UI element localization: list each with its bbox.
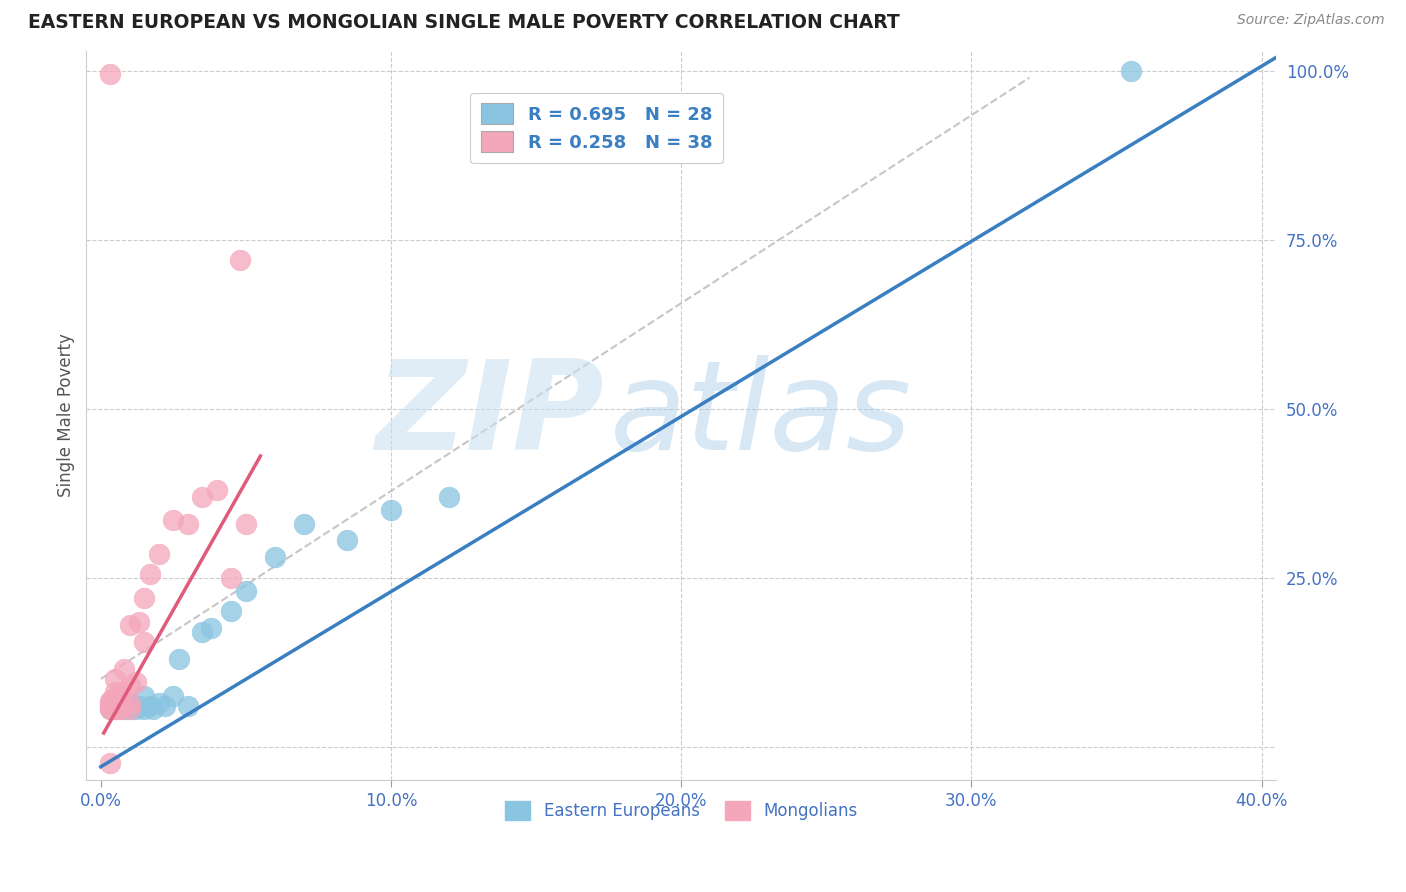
- Text: atlas: atlas: [610, 355, 912, 476]
- Point: [177, 698, 200, 713]
- Point: [110, 698, 132, 713]
- Legend: Eastern Europeans, Mongolians: Eastern Europeans, Mongolians: [499, 794, 863, 827]
- Point: [221, 604, 243, 618]
- Point: [229, 253, 252, 268]
- Point: [104, 698, 127, 713]
- Point: [162, 513, 184, 527]
- Point: [205, 483, 228, 497]
- Point: [148, 696, 170, 710]
- Point: [112, 702, 135, 716]
- Point: [235, 584, 257, 599]
- Point: [264, 550, 287, 565]
- Point: [162, 689, 184, 703]
- Point: [98, 700, 121, 714]
- Point: [110, 696, 132, 710]
- Point: [191, 490, 214, 504]
- Point: [118, 618, 141, 632]
- Point: [112, 662, 135, 676]
- Point: [235, 516, 257, 531]
- Point: [98, 67, 121, 81]
- Point: [104, 685, 127, 699]
- Point: [112, 698, 135, 713]
- Y-axis label: Single Male Poverty: Single Male Poverty: [58, 334, 75, 498]
- Point: [98, 702, 121, 716]
- Point: [142, 702, 165, 716]
- Point: [1119, 64, 1142, 78]
- Point: [118, 702, 141, 716]
- Point: [98, 756, 121, 771]
- Point: [139, 698, 162, 713]
- Point: [128, 615, 150, 629]
- Point: [437, 490, 460, 504]
- Point: [118, 702, 141, 716]
- Point: [200, 621, 222, 635]
- Point: [104, 692, 127, 706]
- Point: [118, 696, 141, 710]
- Point: [191, 624, 214, 639]
- Point: [148, 547, 170, 561]
- Point: [336, 533, 359, 548]
- Point: [292, 516, 315, 531]
- Point: [110, 685, 132, 699]
- Text: EASTERN EUROPEAN VS MONGOLIAN SINGLE MALE POVERTY CORRELATION CHART: EASTERN EUROPEAN VS MONGOLIAN SINGLE MAL…: [28, 13, 900, 32]
- Point: [104, 696, 127, 710]
- Point: [118, 679, 141, 693]
- Point: [118, 696, 141, 710]
- Point: [115, 696, 138, 710]
- Point: [101, 702, 124, 716]
- Point: [104, 672, 127, 686]
- Point: [124, 702, 146, 716]
- Text: ZIP: ZIP: [375, 355, 603, 476]
- Point: [101, 692, 124, 706]
- Point: [107, 702, 129, 716]
- Point: [380, 503, 402, 517]
- Point: [98, 698, 121, 712]
- Point: [153, 698, 176, 713]
- Point: [134, 635, 156, 649]
- Point: [139, 567, 162, 582]
- Point: [104, 702, 127, 716]
- Point: [104, 698, 127, 713]
- Point: [98, 696, 121, 710]
- Point: [98, 702, 121, 716]
- Point: [134, 591, 156, 605]
- Point: [177, 516, 200, 531]
- Point: [134, 702, 156, 716]
- Point: [221, 571, 243, 585]
- Text: Source: ZipAtlas.com: Source: ZipAtlas.com: [1237, 13, 1385, 28]
- Point: [110, 702, 132, 716]
- Point: [128, 698, 150, 713]
- Point: [124, 675, 146, 690]
- Point: [167, 651, 190, 665]
- Point: [134, 689, 156, 703]
- Point: [98, 693, 121, 707]
